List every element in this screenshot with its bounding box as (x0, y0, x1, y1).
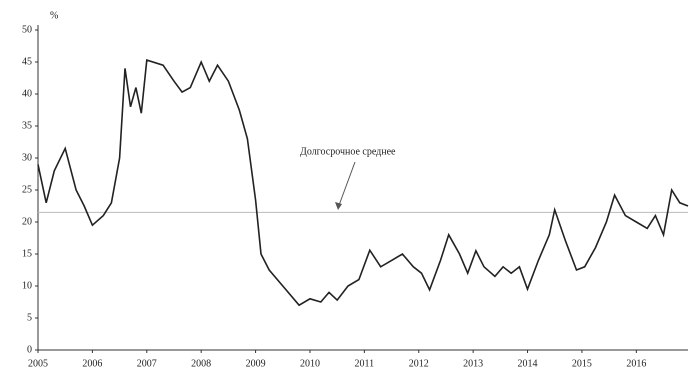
x-tick-label: 2007 (137, 358, 157, 369)
x-tick-label: 2005 (28, 358, 48, 369)
y-tick-label: 15 (22, 248, 32, 259)
y-tick-label: 25 (22, 184, 32, 195)
arrow-head (335, 202, 342, 210)
x-tick-label: 2013 (463, 358, 483, 369)
x-tick-label: 2011 (355, 358, 375, 369)
y-axis-label: % (50, 10, 58, 21)
y-tick-label: 35 (22, 120, 32, 131)
x-tick-label: 2012 (409, 358, 429, 369)
y-tick-label: 45 (22, 56, 32, 67)
x-tick-label: 2015 (572, 358, 592, 369)
annotation: Долгосрочное среднее (300, 146, 396, 157)
x-tick-label: 2016 (626, 358, 646, 369)
y-tick-label: 0 (27, 344, 32, 355)
y-tick-label: 20 (22, 216, 32, 227)
x-tick-label: 2008 (191, 358, 211, 369)
y-tick-label: 10 (22, 280, 32, 291)
x-tick-label: 2014 (518, 358, 538, 369)
y-tick-label: 30 (22, 152, 32, 163)
annotation-arrow (337, 161, 356, 209)
x-tick-label: 2006 (82, 358, 102, 369)
y-tick-label: 5 (27, 312, 32, 323)
y-tick-label: 40 (22, 88, 32, 99)
x-tick-label: 2010 (300, 358, 320, 369)
x-tick-label: 2009 (246, 358, 266, 369)
y-tick-label: 50 (22, 24, 32, 35)
data-line (37, 59, 689, 307)
